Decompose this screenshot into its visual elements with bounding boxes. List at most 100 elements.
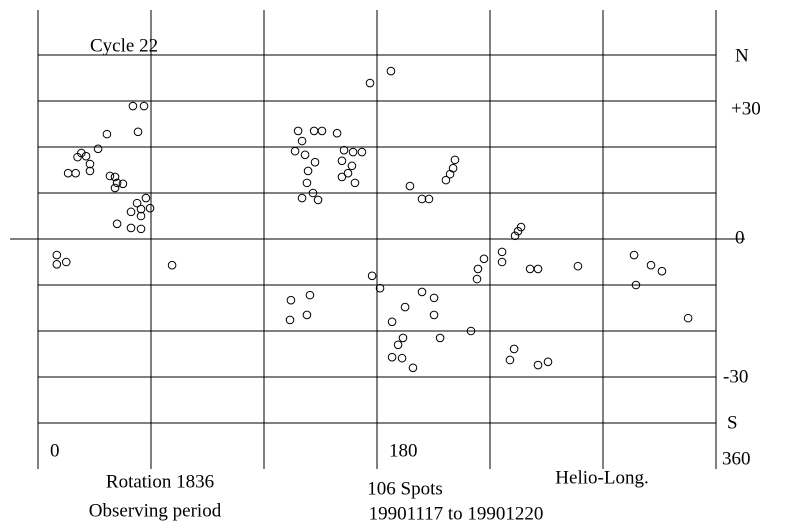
spot bbox=[367, 271, 377, 281]
spot bbox=[110, 172, 120, 182]
spot bbox=[303, 166, 313, 176]
spot bbox=[497, 257, 507, 267]
spot bbox=[543, 357, 553, 367]
spot bbox=[400, 302, 410, 312]
spot bbox=[136, 224, 146, 234]
spot bbox=[516, 222, 526, 232]
spot bbox=[285, 315, 295, 325]
spot bbox=[466, 326, 476, 336]
spot bbox=[472, 274, 482, 284]
spot bbox=[293, 126, 303, 136]
spots-label: 106 Spots bbox=[367, 478, 443, 499]
spot bbox=[473, 264, 483, 274]
x-tick-label: 180 bbox=[389, 440, 418, 461]
spot bbox=[357, 147, 367, 157]
south-label: S bbox=[727, 412, 738, 433]
spot bbox=[429, 310, 439, 320]
period-dates: 19901117 to 19901220 bbox=[369, 503, 544, 524]
x-tick-label: 0 bbox=[50, 440, 60, 461]
spot bbox=[93, 144, 103, 154]
spot bbox=[343, 168, 353, 178]
spot bbox=[631, 280, 641, 290]
y-tick-label: +30 bbox=[731, 98, 761, 119]
spot bbox=[85, 159, 95, 169]
x-tick-label: 360 bbox=[722, 448, 751, 469]
spot bbox=[128, 101, 138, 111]
spot bbox=[118, 179, 128, 189]
spot bbox=[167, 260, 177, 270]
spot bbox=[350, 178, 360, 188]
spot bbox=[71, 168, 80, 178]
north-label: N bbox=[735, 45, 749, 66]
spot bbox=[126, 207, 136, 217]
spot bbox=[139, 101, 149, 111]
spot bbox=[417, 194, 427, 204]
spot bbox=[112, 178, 122, 188]
spot bbox=[136, 211, 146, 221]
spot bbox=[332, 128, 342, 138]
spot bbox=[132, 198, 142, 208]
spot bbox=[302, 178, 312, 188]
spot bbox=[105, 171, 115, 181]
spot bbox=[52, 250, 62, 260]
spot bbox=[448, 163, 458, 173]
y-tick-label: -30 bbox=[723, 366, 748, 387]
spot bbox=[339, 145, 349, 155]
spot bbox=[375, 283, 385, 293]
axis-label: Helio-Long. bbox=[555, 467, 648, 488]
spot bbox=[405, 181, 415, 191]
spot bbox=[435, 333, 445, 343]
spot bbox=[509, 344, 519, 354]
spot bbox=[133, 127, 143, 137]
spot bbox=[310, 157, 320, 167]
spot bbox=[309, 126, 319, 136]
spot bbox=[81, 151, 91, 161]
spot bbox=[145, 203, 155, 213]
spot bbox=[317, 126, 327, 136]
spot bbox=[300, 150, 310, 160]
spot bbox=[297, 136, 307, 146]
spot bbox=[646, 260, 656, 270]
y-tick-label: 0 bbox=[735, 227, 745, 248]
spot bbox=[52, 260, 62, 269]
spot bbox=[657, 266, 667, 276]
spot bbox=[85, 166, 95, 176]
spot bbox=[505, 355, 515, 365]
spot bbox=[424, 194, 434, 204]
spot bbox=[297, 193, 307, 203]
spot bbox=[136, 204, 146, 214]
spot bbox=[102, 129, 112, 139]
spot bbox=[629, 250, 639, 260]
spot bbox=[290, 146, 300, 156]
spot bbox=[393, 340, 403, 350]
spot bbox=[387, 317, 397, 327]
spot bbox=[429, 293, 439, 303]
spot bbox=[365, 78, 375, 88]
spot bbox=[683, 313, 693, 323]
spot bbox=[77, 148, 86, 158]
spot bbox=[348, 147, 358, 157]
spot bbox=[61, 257, 71, 267]
spot bbox=[313, 195, 323, 205]
spot bbox=[510, 231, 520, 241]
spot bbox=[525, 264, 535, 274]
spot bbox=[347, 161, 357, 171]
spot bbox=[497, 247, 507, 257]
period-label: Observing period bbox=[89, 500, 222, 521]
spot bbox=[305, 290, 315, 300]
cycle-label: Cycle 22 bbox=[90, 35, 158, 56]
spot bbox=[337, 172, 347, 182]
spot bbox=[533, 264, 543, 274]
spot bbox=[126, 223, 136, 233]
spot bbox=[302, 310, 312, 320]
spot bbox=[450, 155, 460, 165]
spot bbox=[63, 168, 73, 178]
spot bbox=[387, 352, 397, 362]
rotation-label: Rotation 1836 bbox=[106, 471, 214, 492]
spot bbox=[533, 360, 543, 370]
spot bbox=[112, 219, 122, 229]
spot bbox=[408, 363, 418, 373]
spot bbox=[417, 287, 427, 297]
spot bbox=[397, 353, 407, 363]
